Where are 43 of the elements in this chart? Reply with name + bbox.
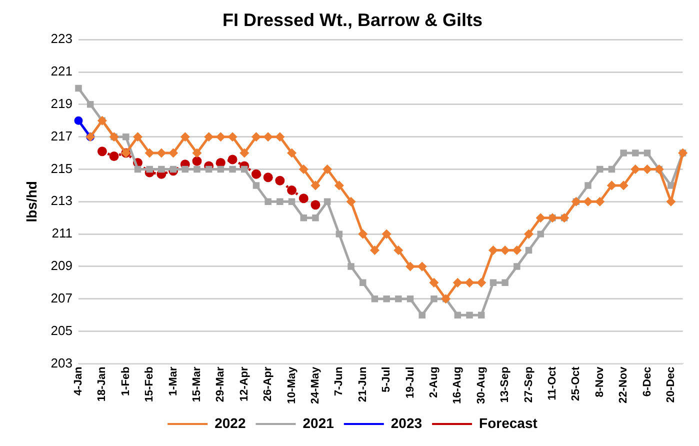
x-tick-label: 19-Jul <box>404 366 416 398</box>
x-tick-label: 10-May <box>286 366 298 404</box>
y-tick-label: 219 <box>50 96 72 111</box>
chart-title: FI Dressed Wt., Barrow & Gilts <box>222 10 483 30</box>
x-tick-label: 6-Dec <box>641 366 654 397</box>
x-tick-label: 13-Sep <box>499 366 512 403</box>
y-tick-label: 223 <box>50 31 72 46</box>
y-tick-label: 205 <box>50 322 72 338</box>
y-tick-label: 217 <box>50 128 72 144</box>
x-tick-label: 29-Mar <box>214 366 227 402</box>
legend-label: 2023 <box>390 414 422 431</box>
x-tick-label: 27-Sep <box>522 366 535 403</box>
x-tick-label: 24-May <box>310 366 322 404</box>
y-tick-label: 211 <box>52 226 72 241</box>
x-tick-label: 16-Aug <box>452 366 464 404</box>
x-tick-label: 21-Jun <box>356 366 369 402</box>
y-tick-label: 203 <box>50 355 72 370</box>
x-tick-label: 4-Jan <box>72 366 85 396</box>
x-tick-label: 5-Jul <box>380 366 393 392</box>
x-tick-label: 15-Mar <box>191 366 204 402</box>
x-tick-label: 25-Oct <box>570 366 582 401</box>
y-axis-title: lbs/hd <box>23 181 40 222</box>
legend-label: Forecast <box>479 414 538 431</box>
x-tick-label: 22-Nov <box>618 366 630 404</box>
x-tick-label: 8-Nov <box>594 366 606 398</box>
x-tick-label: 20-Dec <box>664 366 677 403</box>
y-tick-label: 209 <box>50 258 72 274</box>
x-tick-label: 18-Jan <box>96 366 108 402</box>
x-tick-label: 1-Mar <box>167 366 180 396</box>
x-tick-label: 30-Aug <box>475 366 488 404</box>
x-tick-label: 26-Apr <box>262 366 274 402</box>
legend-label: 2021 <box>302 414 334 431</box>
y-tick-label: 207 <box>50 290 72 306</box>
x-tick-label: 12-Apr <box>238 366 250 402</box>
y-tick-label: 213 <box>50 193 72 208</box>
y-tick-label: 215 <box>50 160 72 176</box>
x-tick-label: 2-Aug <box>428 366 440 398</box>
x-tick-label: 1-Feb <box>120 366 132 396</box>
x-tick-label: 11-Oct <box>546 366 558 400</box>
legend-label: 2022 <box>214 414 246 431</box>
x-tick-label: 7-Jun <box>333 366 346 396</box>
y-tick-label: 221 <box>50 64 72 79</box>
x-tick-label: 15-Feb <box>144 366 156 402</box>
